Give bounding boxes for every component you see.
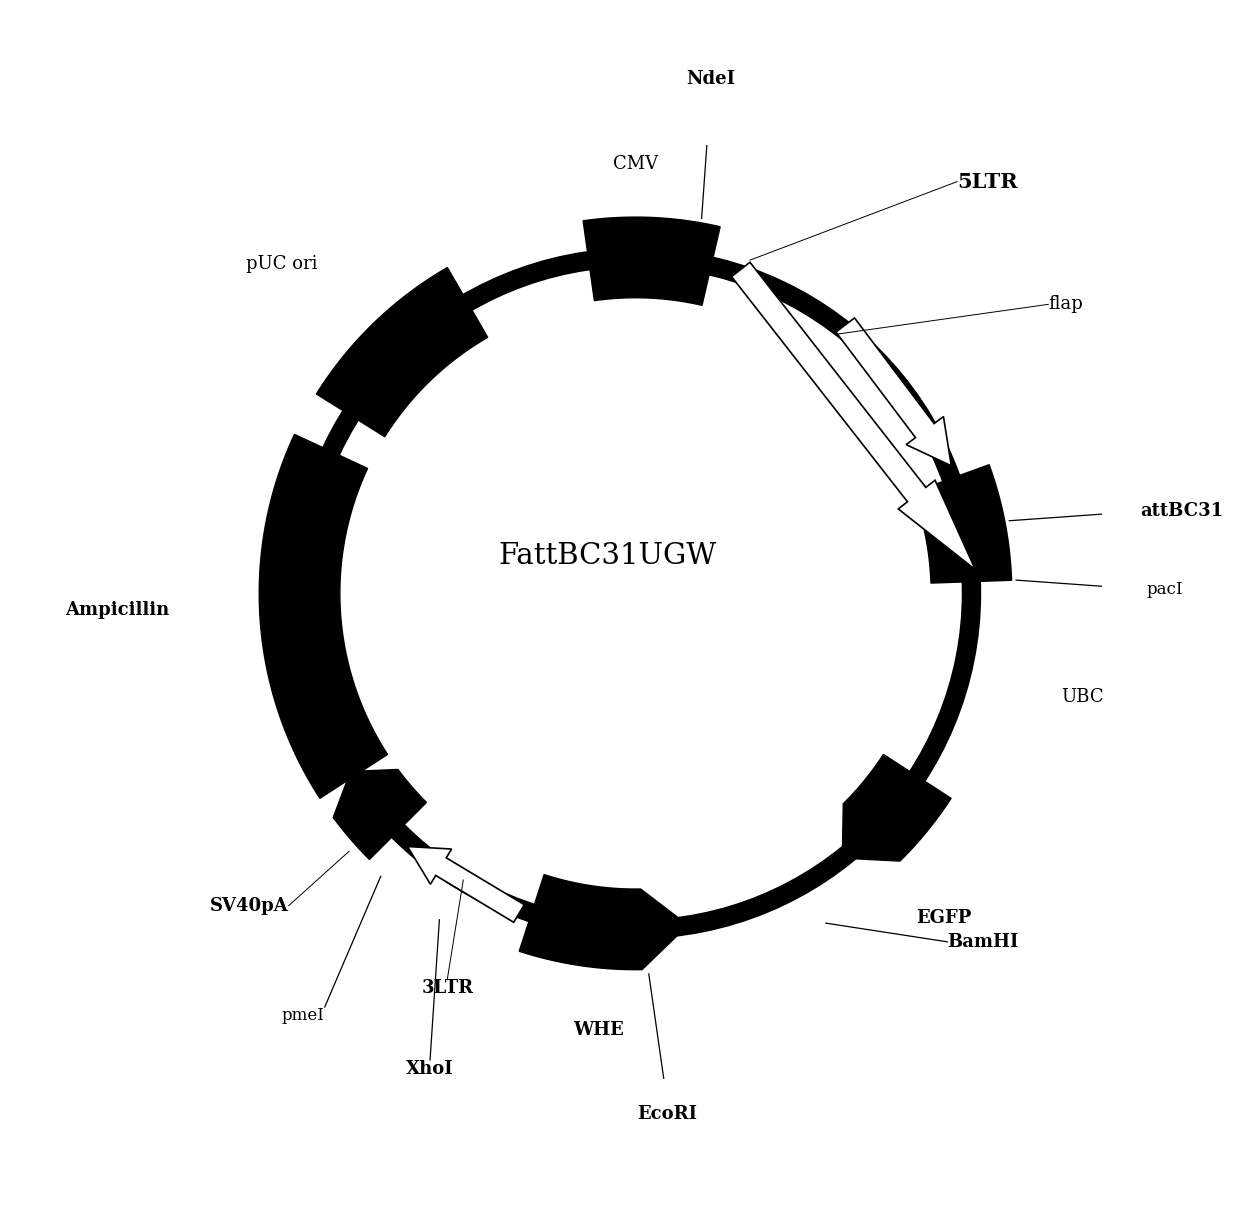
- Text: NdeI: NdeI: [687, 70, 735, 87]
- Text: 5LTR: 5LTR: [957, 172, 1018, 191]
- Polygon shape: [583, 217, 720, 305]
- Text: FattBC31UGW: FattBC31UGW: [498, 542, 717, 570]
- Text: WHE: WHE: [573, 1021, 624, 1039]
- Polygon shape: [316, 268, 487, 436]
- Polygon shape: [408, 846, 525, 922]
- Text: EcoRI: EcoRI: [637, 1104, 698, 1122]
- Text: XhoI: XhoI: [407, 1059, 454, 1077]
- Text: pacI: pacI: [1147, 581, 1183, 598]
- Polygon shape: [334, 770, 427, 859]
- Polygon shape: [732, 262, 976, 570]
- Text: pUC ori: pUC ori: [247, 256, 317, 274]
- Polygon shape: [259, 434, 388, 799]
- Text: CMV: CMV: [613, 155, 658, 173]
- Text: UBC: UBC: [1061, 688, 1104, 707]
- Text: Ampicillin: Ampicillin: [64, 601, 169, 618]
- Polygon shape: [914, 464, 1012, 583]
- Polygon shape: [836, 318, 951, 465]
- Text: pmeI: pmeI: [281, 1007, 325, 1024]
- Text: flap: flap: [1048, 296, 1083, 314]
- Polygon shape: [520, 875, 688, 970]
- Text: attBC31: attBC31: [1140, 503, 1223, 520]
- Text: BamHI: BamHI: [947, 933, 1019, 950]
- Text: SV40pA: SV40pA: [210, 897, 289, 915]
- Polygon shape: [842, 754, 951, 861]
- Text: 3LTR: 3LTR: [422, 979, 474, 997]
- Text: EGFP: EGFP: [916, 909, 971, 926]
